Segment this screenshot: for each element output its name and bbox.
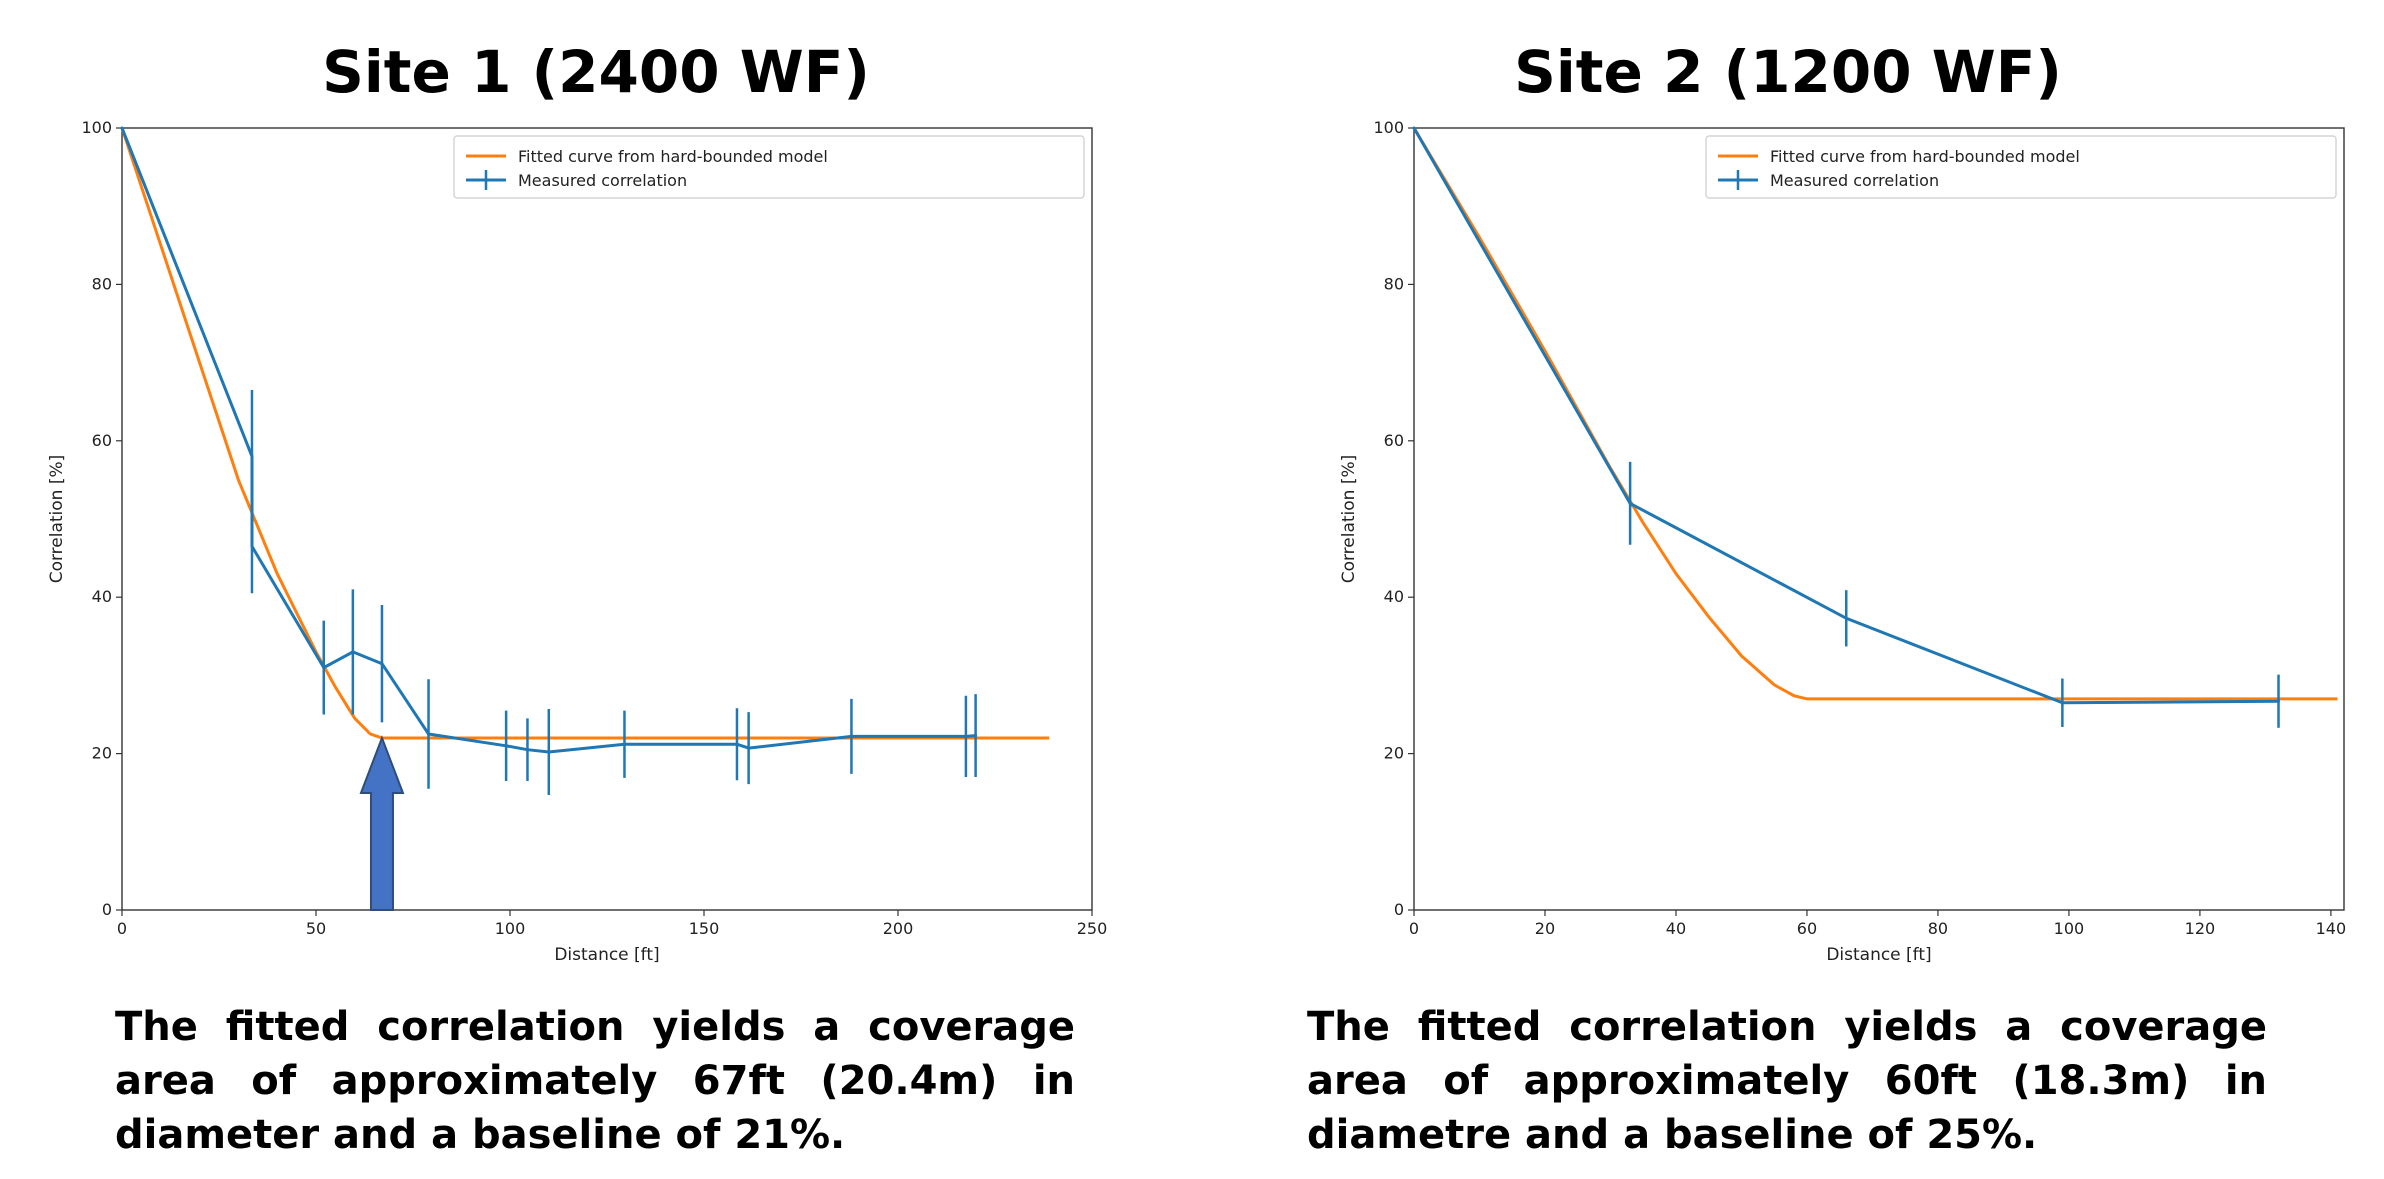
measured-point <box>250 454 254 458</box>
measured-point <box>351 650 355 654</box>
y-axis-label: Correlation [%] <box>47 455 67 584</box>
y-tick-label: 100 <box>81 118 112 137</box>
y-tick-label: 80 <box>92 274 112 293</box>
measured-point <box>1412 126 1416 130</box>
x-tick-label: 250 <box>1077 919 1108 938</box>
fitted-curve-line <box>1412 127 2338 701</box>
x-axis-label: Distance [ft] <box>1826 945 1931 965</box>
legend-box <box>1705 135 2337 199</box>
measured-point <box>525 748 529 752</box>
measured-point <box>380 662 384 666</box>
x-tick-label: 0 <box>117 919 127 938</box>
y-tick-label: 100 <box>1373 118 1404 137</box>
legend: Fitted curve from hard-bounded model Meas… <box>1705 135 2337 199</box>
y-axis-label: Correlation [%] <box>1339 455 1359 584</box>
measured-point <box>427 732 431 736</box>
measured-point <box>622 742 626 746</box>
measured-point <box>747 746 751 750</box>
plot-area <box>1413 127 2345 911</box>
x-tick-label: 100 <box>2054 919 2085 938</box>
chart-caption: The fitted correlation yields a coverage… <box>115 1004 1075 1158</box>
x-tick-label: 50 <box>306 919 326 938</box>
y-tick-label: 80 <box>1384 274 1404 293</box>
chart-title: Site 2 (1200 WF) <box>1514 38 2062 106</box>
measured-point <box>2060 701 2064 705</box>
x-tick-label: 120 <box>2185 919 2216 938</box>
y-tick-label: 40 <box>1384 587 1404 606</box>
fitted-curve-line <box>120 127 1050 740</box>
x-tick-label: 200 <box>883 919 914 938</box>
measured-point <box>849 734 853 738</box>
y-tick-label: 60 <box>92 431 112 450</box>
chart-panel-site-2: Site 2 (1200 WF) 0 20 40 60 80 100 120 140 0 20 40… <box>1192 0 2384 1179</box>
legend-label-measured: Measured correlation <box>518 171 687 190</box>
measured-point <box>1844 616 1848 620</box>
y-tick-label: 40 <box>92 587 112 606</box>
measured-point <box>2277 699 2281 703</box>
x-tick-label: 150 <box>689 919 720 938</box>
chart-site-2: 0 20 40 60 80 100 120 140 0 20 40 60 80 100 Distance [… <box>1339 118 2347 965</box>
plot-area <box>121 127 1093 911</box>
measured-point <box>1628 501 1632 505</box>
y-tick-label: 20 <box>92 744 112 763</box>
y-tick-label: 60 <box>1384 431 1404 450</box>
measured-point <box>735 742 739 746</box>
legend-label-measured: Measured correlation <box>1770 171 1939 190</box>
measured-correlation-line <box>120 127 976 754</box>
y-tick-label: 0 <box>102 900 112 919</box>
measured-point <box>250 544 254 548</box>
chart-caption: The fitted correlation yields a coverage… <box>1307 1004 2267 1158</box>
y-tick-label: 20 <box>1384 744 1404 763</box>
measured-point <box>120 126 124 130</box>
legend: Fitted curve from hard-bounded model Meas… <box>453 135 1085 199</box>
y-tick-label: 0 <box>1394 900 1404 919</box>
measured-point <box>504 744 508 748</box>
measured-point <box>964 734 968 738</box>
x-tick-label: 0 <box>1409 919 1419 938</box>
legend-box <box>453 135 1085 199</box>
x-tick-label: 100 <box>495 919 526 938</box>
x-tick-label: 60 <box>1797 919 1817 938</box>
chart-panel-site-1: Site 1 (2400 WF) 0 50 100 150 200 250 0 20 40 60 8… <box>47 38 1108 1158</box>
x-axis-label: Distance [ft] <box>554 945 659 965</box>
x-tick-label: 40 <box>1666 919 1686 938</box>
x-tick-label: 20 <box>1535 919 1555 938</box>
measured-point <box>974 734 978 738</box>
annotation-arrow <box>359 735 405 911</box>
legend-label-fitted: Fitted curve from hard-bounded model <box>1770 147 2080 166</box>
measured-point <box>547 750 551 754</box>
x-tick-label: 80 <box>1928 919 1948 938</box>
x-tick-label: 140 <box>2316 919 2347 938</box>
chart-title: Site 1 (2400 WF) <box>322 38 870 106</box>
measured-point <box>322 666 326 670</box>
legend-label-fitted: Fitted curve from hard-bounded model <box>518 147 828 166</box>
chart-site-1: 0 50 100 150 200 250 0 20 40 60 80 100 Distance [ft]… <box>47 118 1108 965</box>
